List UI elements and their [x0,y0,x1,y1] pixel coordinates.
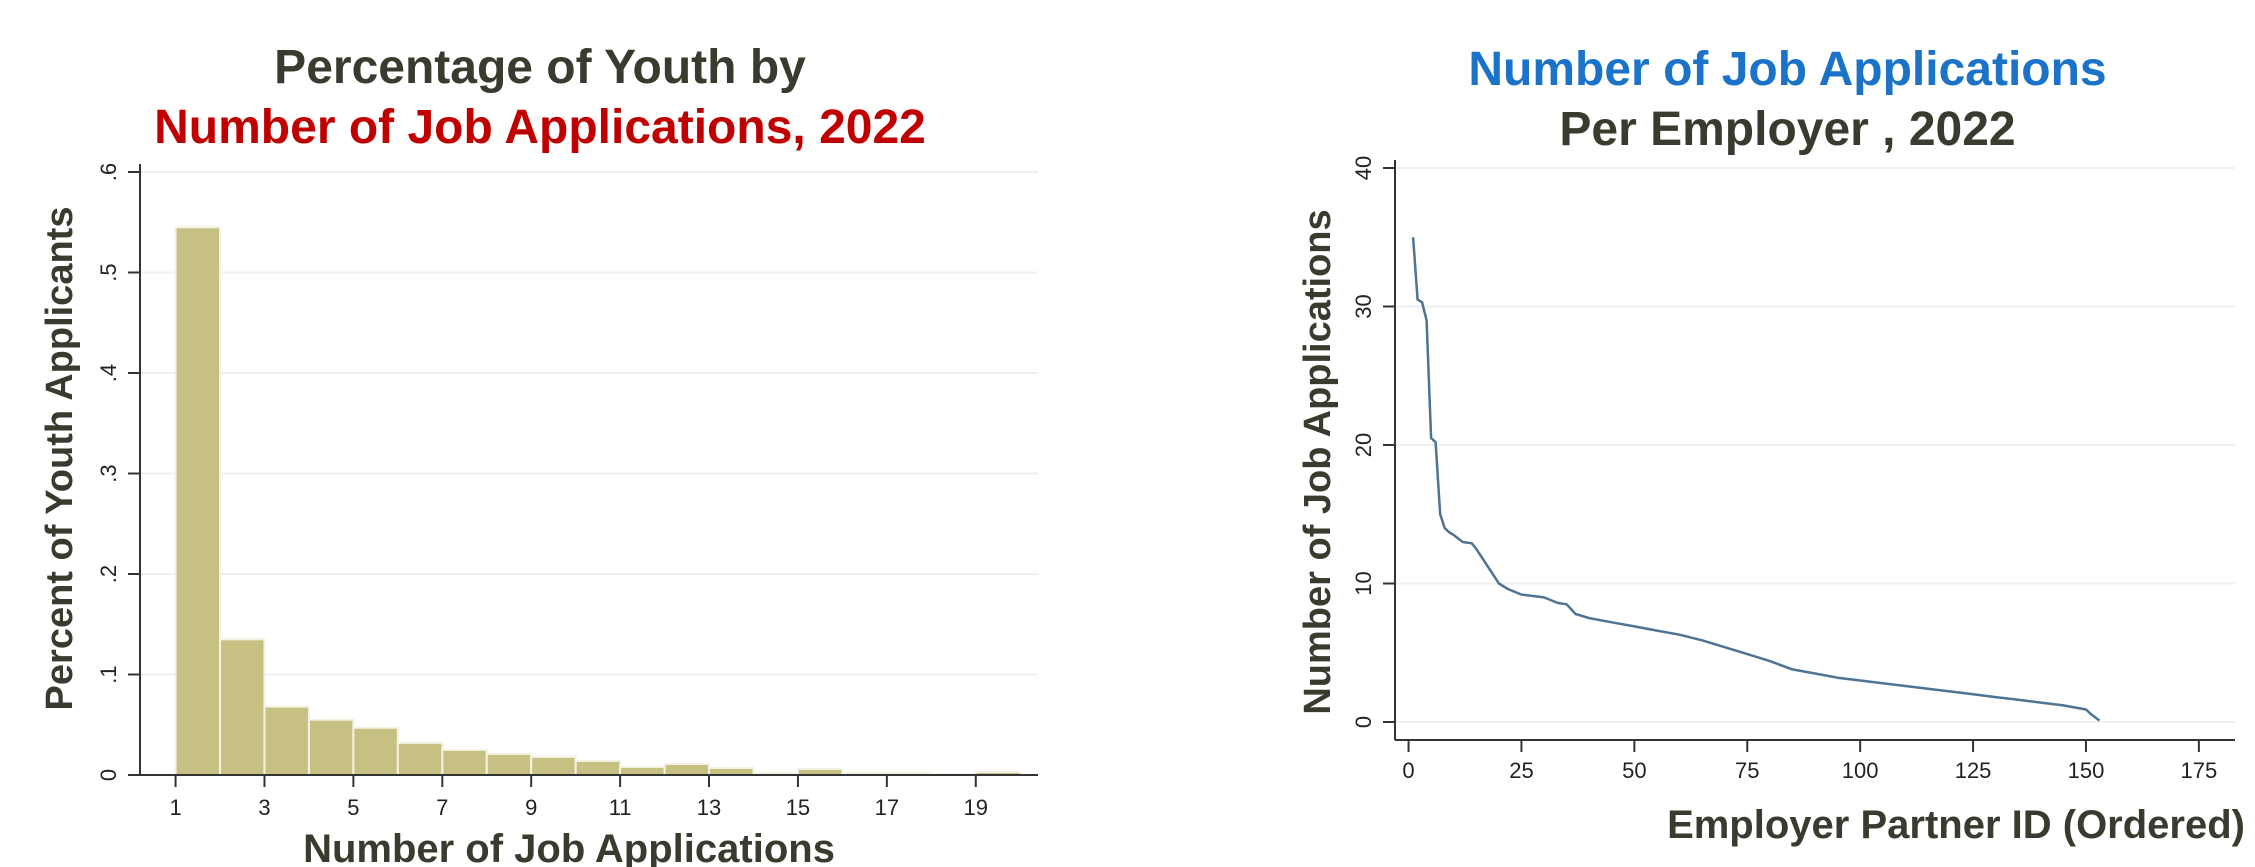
histogram-bar [396,741,444,777]
x-tick-label: 13 [697,795,721,820]
histogram-bar [174,226,222,776]
y-tick-label: .6 [96,163,121,181]
y-tick-label: .2 [96,565,121,583]
y-tick-label: 40 [1351,156,1376,180]
histogram-title-line2: Number of Job Applications, 2022 [154,101,926,154]
x-tick-label: 1 [169,795,181,820]
x-tick-label: 0 [1402,758,1414,783]
histogram-bar [574,759,622,776]
x-tick-label: 7 [436,795,448,820]
y-tick-label: .5 [96,263,121,281]
x-tick-label: 100 [1842,758,1879,783]
y-tick-label: 20 [1351,433,1376,457]
y-axis-title: Number of Job Applications [1297,209,1339,714]
histogram-bar [530,755,577,776]
x-tick-label: 50 [1622,758,1646,783]
x-axis-title: Employer Partner ID (Ordered) [1667,803,2245,847]
x-tick-label: 25 [1509,758,1533,783]
histogram-bar [619,765,666,777]
y-tick-label: 0 [96,769,121,781]
y-tick-label: .4 [96,364,121,382]
y-axis-title: Percent of Youth Applicants [39,207,81,711]
y-tick-label: .3 [96,464,121,482]
x-tick-label: 9 [525,795,537,820]
histogram-bar [263,705,310,776]
histogram-bar [663,762,711,777]
x-tick-label: 15 [786,795,810,820]
histogram-panel: Percentage of Youth by Number of Job App… [0,0,1060,867]
histogram-bar [441,748,488,776]
series-line [1411,237,2101,722]
histogram-bar [219,638,266,777]
line-chart-panel: Number of Job Applications Per Employer … [1250,0,2255,867]
line-chart-title-line1: Number of Job Applications [1468,43,2107,96]
x-tick-label: 125 [1955,758,1992,783]
x-tick-label: 3 [258,795,270,820]
y-tick-label: .1 [96,665,121,683]
x-tick-label: 11 [609,795,632,820]
x-tick-label: 75 [1735,758,1759,783]
x-axis-title: Number of Job Applications [303,827,835,867]
histogram-bar [352,726,399,777]
histogram-title-line1: Percentage of Youth by [274,41,806,94]
x-tick-label: 150 [2068,758,2105,783]
line-chart-title-line2: Per Employer , 2022 [1559,103,2016,156]
histogram-bar [708,766,755,777]
line-chart-svg: 0 10 20 30 40 0 25 50 75 100 125 150 175 Employer Par… [1297,156,2245,847]
x-tick-label: 17 [875,795,899,820]
x-tick-label: 175 [2181,758,2218,783]
histogram-bar [485,752,533,777]
y-tick-label: 30 [1351,294,1376,318]
x-tick-label: 5 [347,795,359,820]
histogram-bar [307,718,355,776]
y-tick-label: 10 [1351,571,1376,595]
x-tick-label: 19 [964,795,988,820]
y-tick-label: 0 [1351,716,1376,728]
